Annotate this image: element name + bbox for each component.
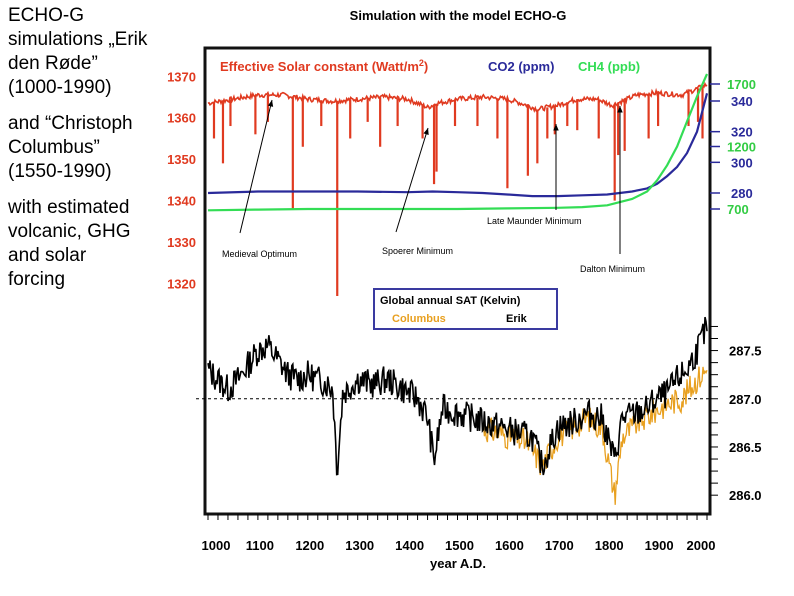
solar-tick-5: 1320 — [167, 277, 196, 292]
co2-tick-3: 280 — [731, 186, 753, 201]
solar-series-line — [207, 81, 708, 114]
annotation-arrowhead-0 — [267, 100, 274, 107]
x-tick-1: 1100 — [246, 538, 274, 553]
annotation-arrowhead-3 — [617, 106, 623, 113]
annotation-label-1: Spoerer Minimum — [382, 246, 453, 256]
annotation-arrow-1 — [395, 127, 429, 233]
co2-tick-0: 340 — [731, 94, 753, 109]
sat-tick-3: 286.0 — [729, 488, 762, 503]
annotation-label-2: Late Maunder Minimum — [487, 216, 582, 226]
legend-erik: Erik — [506, 313, 528, 325]
columbus-series-line — [481, 366, 708, 505]
solar-tick-1: 1360 — [167, 111, 196, 126]
x-tick-4: 1400 — [395, 538, 424, 553]
sat-legend-box — [373, 288, 558, 330]
x-tick-9: 1900 — [645, 538, 674, 553]
chart-title: Simulation with the model ECHO-G — [350, 8, 567, 23]
ch4-tick-1: 1200 — [727, 140, 756, 155]
sat-tick-0: 287.5 — [729, 344, 762, 359]
solar-tick-3: 1340 — [167, 194, 196, 209]
caption-line-3: with estimated volcanic, GHG and solar f… — [8, 197, 131, 290]
x-tick-7: 1700 — [545, 538, 574, 553]
caption-line-2: and “Christoph Columbus” (1550-1990) — [8, 113, 133, 182]
x-tick-2: 1200 — [295, 538, 324, 553]
upper-panel — [207, 73, 720, 296]
annotation-label-3: Dalton Minimum — [580, 264, 645, 274]
annotation-arrow-0 — [239, 99, 273, 234]
co2-tick-1: 320 — [731, 125, 753, 140]
caption: ECHO-G simulations „Erik den Røde” (1000… — [8, 4, 148, 304]
sat-tick-1: 287.0 — [729, 392, 762, 407]
co2-label: CO2 (ppm) — [488, 59, 554, 74]
plot-frame — [203, 46, 712, 516]
ch4-series-line — [207, 73, 709, 212]
x-axis-title: year A.D. — [430, 556, 486, 571]
x-tick-5: 1500 — [445, 538, 474, 553]
solar-tick-4: 1330 — [167, 235, 196, 250]
solar-tick-0: 1370 — [167, 69, 196, 84]
ch4-tick-2: 700 — [727, 202, 749, 217]
annotation-label-0: Medieval Optimum — [222, 249, 297, 259]
ch4-tick-0: 1700 — [727, 77, 756, 92]
caption-line-1: ECHO-G simulations „Erik den Røde” (1000… — [8, 5, 148, 98]
co2-series-line — [207, 93, 709, 198]
annotation-arrowhead-2 — [553, 124, 559, 131]
x-tick-3: 1300 — [345, 538, 374, 553]
lower-panel — [196, 316, 718, 505]
x-tick-6: 1600 — [495, 538, 524, 553]
ch4-label: CH4 (ppb) — [578, 59, 640, 74]
x-tick-0: 1000 — [202, 538, 231, 553]
x-tick-8: 1800 — [595, 538, 624, 553]
solar-label: Effective Solar constant (Watt/m2) — [220, 58, 428, 74]
legend-columbus: Columbus — [392, 313, 446, 325]
sat-legend-title: Global annual SAT (Kelvin) — [380, 295, 521, 307]
co2-tick-2: 300 — [731, 155, 753, 170]
x-tick-10: 2000 — [687, 538, 716, 553]
erik-series-line — [207, 316, 708, 476]
sat-tick-2: 286.5 — [729, 440, 762, 455]
solar-tick-2: 1350 — [167, 152, 196, 167]
annotation-arrowhead-1 — [423, 128, 429, 135]
